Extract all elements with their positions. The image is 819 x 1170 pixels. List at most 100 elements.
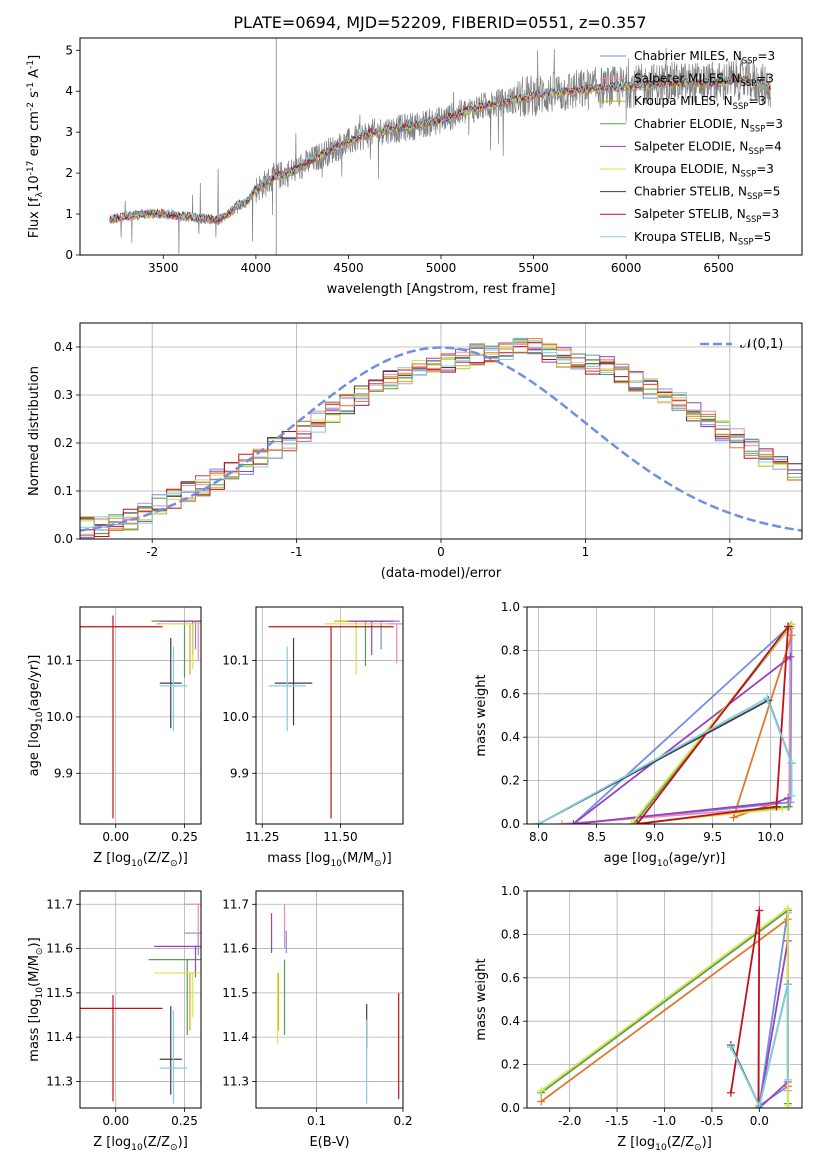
weight-series xyxy=(726,906,764,1108)
y-tick-label: 0.4 xyxy=(54,340,73,354)
axes-frame xyxy=(79,37,803,256)
weight-marker xyxy=(787,631,796,640)
legend-entry: Kroupa ELODIE, NSSP​=3 xyxy=(634,162,774,179)
y-tick-label: 11.5 xyxy=(222,986,249,1000)
errorbar-point xyxy=(157,623,201,675)
legend-entry: Salpeter STELIB, NSSP​=3 xyxy=(634,207,779,224)
y-tick-label: 11.7 xyxy=(46,897,73,911)
normal-distribution-curve xyxy=(80,346,802,532)
y-axis-label: age [log10​(age/yr)] xyxy=(27,655,45,777)
errorbar-point xyxy=(154,972,201,1018)
x-tick-label: 0.00 xyxy=(102,830,129,844)
x-tick-label: -0.5 xyxy=(700,1114,723,1128)
weight-marker xyxy=(786,652,795,661)
x-tick-label: 0.0 xyxy=(750,1114,769,1128)
errorbar-point xyxy=(184,903,201,949)
y-tick-label: 0.2 xyxy=(501,1058,520,1072)
y-tick-label: 0.8 xyxy=(501,643,520,657)
x-tick-label: 0.2 xyxy=(393,1114,412,1128)
axes-frame xyxy=(79,606,202,825)
x-tick-label: 8.5 xyxy=(587,830,606,844)
x-tick-label: 0.25 xyxy=(171,1114,198,1128)
y-tick-label: 10.1 xyxy=(46,654,73,668)
x-tick-label: 8.0 xyxy=(529,830,548,844)
weight-marker xyxy=(627,820,636,824)
y-tick-label: 0.2 xyxy=(54,436,73,450)
y-axis-label: Flux [fλ​10-17​ erg cm-2​ s-1​ A-1​] xyxy=(26,55,45,238)
x-tick-label: -2.0 xyxy=(558,1114,581,1128)
errorbar-point xyxy=(159,1006,182,1095)
x-tick-label: 0.00 xyxy=(102,1114,129,1128)
y-tick-label: 1.0 xyxy=(501,884,520,898)
residual-histogram xyxy=(80,347,802,526)
figure-title: PLATE=0694, MJD=52209, FIBERID=0551, z=0… xyxy=(233,13,646,32)
x-axis-label: Z [log10​(Z/Z⊙​)] xyxy=(617,1135,712,1153)
y-tick-label: 3 xyxy=(65,125,73,139)
residual-histogram xyxy=(80,338,802,537)
weight-marker xyxy=(784,802,793,811)
errorbar-point xyxy=(159,1010,188,1104)
weight-marker xyxy=(755,906,764,915)
y-axis-label: mass weight xyxy=(474,674,489,756)
errorbar-point xyxy=(159,638,182,729)
weight-marker xyxy=(786,798,795,807)
plot-area xyxy=(80,607,201,824)
legend-entry: Kroupa STELIB, NSSP​=5 xyxy=(634,230,771,247)
x-tick-label: 6500 xyxy=(703,261,734,275)
errorbar-point xyxy=(268,646,307,731)
y-tick-label: 11.7 xyxy=(222,897,249,911)
x-tick-label: 9.0 xyxy=(645,830,664,844)
legend-entry: Chabrier MILES, NSSP​=3 xyxy=(634,49,775,66)
y-tick-label: 11.3 xyxy=(46,1074,73,1088)
x-tick-label: 0 xyxy=(437,545,445,559)
legend-entry: Salpeter MILES, NSSP​=3 xyxy=(634,72,774,89)
x-tick-label: 0.25 xyxy=(171,830,198,844)
legend-entry: Salpeter ELODIE, NSSP​=4 xyxy=(634,139,782,156)
errorbar-point xyxy=(168,620,201,650)
x-tick-label: 0.1 xyxy=(307,1114,326,1128)
y-tick-label: 0.8 xyxy=(501,927,520,941)
x-tick-label: 5500 xyxy=(518,261,549,275)
model-spectrum-kroupa-stelib xyxy=(109,73,771,222)
x-tick-label: 3500 xyxy=(148,261,179,275)
residual-histogram xyxy=(80,338,802,531)
legend-entry: Kroupa MILES, NSSP​=3 xyxy=(634,94,766,111)
weight-marker xyxy=(783,1101,792,1108)
x-tick-label: 4500 xyxy=(333,261,364,275)
plot-area xyxy=(256,607,403,824)
errorbar-point xyxy=(80,995,163,1102)
y-tick-label: 11.3 xyxy=(222,1074,249,1088)
weight-marker xyxy=(783,1075,792,1084)
panel-weight_vs_age: 8.0 8.5 9.0 9.5 10.0 0.0 0.2 0.4 0.6 0.8 1.0 age [l… xyxy=(474,600,803,869)
weight-marker xyxy=(726,1088,735,1097)
y-tick-label: 2 xyxy=(65,166,73,180)
spectrum-legend: Chabrier MILES, NSSP​=3 Salpeter MILES, N… xyxy=(600,49,783,246)
x-tick-label: 9.5 xyxy=(703,830,722,844)
y-tick-label: 0.0 xyxy=(501,817,520,831)
x-tick-label: -1 xyxy=(291,545,303,559)
weight-marker xyxy=(537,1086,546,1095)
y-tick-label: 4 xyxy=(65,84,73,98)
weight-series xyxy=(729,631,796,822)
weight-marker xyxy=(784,622,793,631)
plot-area xyxy=(256,891,403,1108)
weight-marker xyxy=(726,1043,735,1052)
panel-age_vs_mass: 11.25 11.50 9.9 10.0 10.1 mass [log10​(M/M⊙​)… xyxy=(222,606,404,869)
y-tick-label: 1 xyxy=(65,207,73,221)
y-tick-label: 0.4 xyxy=(501,730,520,744)
y-tick-label: 0.0 xyxy=(501,1101,520,1115)
axes-frame xyxy=(255,606,404,825)
y-tick-label: 0.1 xyxy=(54,484,73,498)
weight-marker xyxy=(783,904,792,913)
errorbar-point xyxy=(362,620,400,650)
errorbar-point xyxy=(274,638,313,726)
errorbar-point xyxy=(159,646,188,731)
x-tick-label: 1 xyxy=(582,545,590,559)
panel-weight_vs_Z: -2.0 -1.5 -1.0 -0.5 0.0 0.0 0.2 0.4 0.6 0.8 1.0 Z [… xyxy=(474,884,803,1153)
x-tick-label: -2 xyxy=(146,545,158,559)
axes-frame xyxy=(79,890,202,1109)
x-axis-label: (data-model)/error xyxy=(381,566,502,581)
y-tick-label: 0.6 xyxy=(501,971,520,985)
y-tick-label: 0.0 xyxy=(54,532,73,546)
